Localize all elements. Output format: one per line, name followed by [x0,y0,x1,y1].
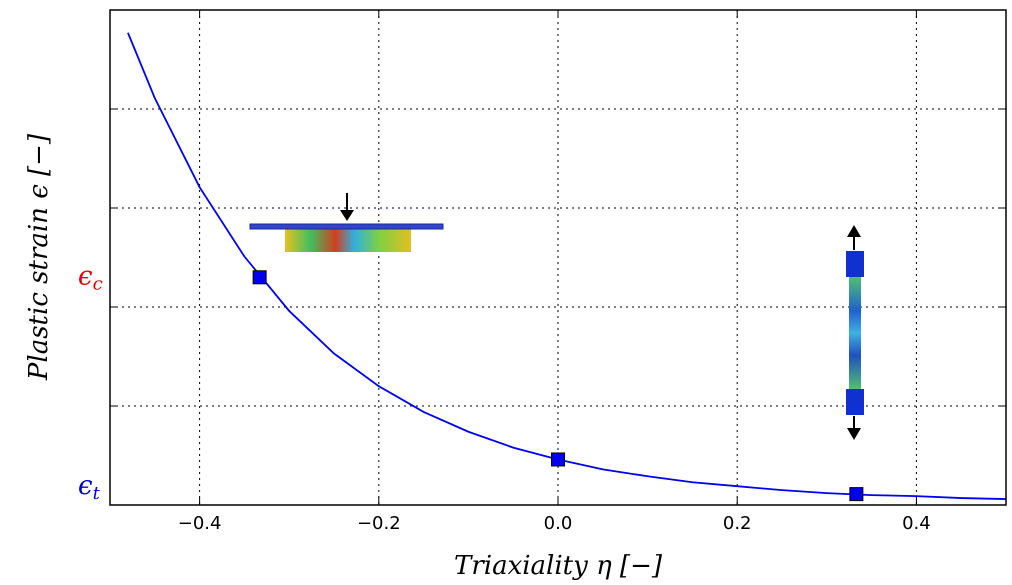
x-axis-label: Triaxiality η [−] [454,551,663,581]
x-tick-label: 0.2 [723,513,752,534]
curve [127,32,1007,500]
y-tick-label: ϵc [78,261,103,294]
y-axis-label: Plastic strain ϵ [−] [24,133,54,381]
tension-inset [846,225,864,440]
y-tick-label: ϵt [78,471,101,504]
data-point [551,452,565,467]
compression-inset [249,193,444,252]
data-point [252,270,267,285]
axes-frame [109,9,1007,506]
x-tick-label: −0.4 [178,513,222,534]
x-tick-label: −0.2 [357,513,401,534]
x-tick-label: 0.0 [544,513,573,534]
data-point [849,487,864,502]
x-tick-label: 0.4 [902,513,931,534]
